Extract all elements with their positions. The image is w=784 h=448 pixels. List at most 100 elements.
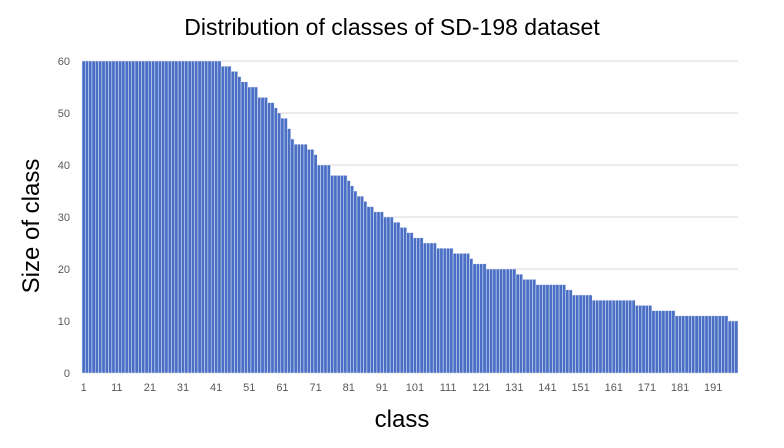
bar-44 — [224, 65, 229, 374]
bar-148 — [568, 289, 573, 374]
bar-102 — [416, 237, 421, 374]
bar-111 — [446, 247, 451, 374]
bar-8 — [104, 60, 109, 374]
bar-61 — [280, 117, 285, 374]
bar-84 — [356, 195, 361, 374]
bar-171 — [644, 305, 649, 374]
bar-40 — [210, 60, 215, 374]
x-tick-label: 161 — [605, 382, 623, 394]
bar-190 — [707, 315, 712, 374]
bar-7 — [101, 60, 106, 374]
y-tick-label: 60 — [58, 56, 70, 68]
bar-89 — [373, 211, 378, 374]
bar-81 — [346, 180, 351, 374]
bar-168 — [635, 305, 639, 374]
bar-167 — [631, 299, 636, 374]
bar-94 — [389, 216, 394, 374]
bar-5 — [95, 60, 99, 374]
bar-87 — [366, 206, 371, 374]
bar-93 — [386, 216, 391, 374]
bar-14 — [124, 60, 129, 374]
bar-191 — [711, 315, 716, 374]
bar-198 — [734, 320, 739, 374]
bar-9 — [108, 60, 113, 374]
bar-60 — [277, 112, 282, 374]
bar-6 — [98, 60, 103, 374]
bar-144 — [555, 284, 560, 374]
bar-64 — [290, 138, 295, 374]
bar-157 — [598, 299, 603, 374]
bar-112 — [449, 247, 454, 374]
bar-45 — [227, 65, 232, 374]
bar-193 — [717, 315, 722, 374]
bar-138 — [535, 284, 540, 374]
y-tick-label: 0 — [64, 368, 70, 380]
bar-15 — [128, 60, 132, 374]
x-tick-label: 71 — [309, 382, 321, 394]
bar-197 — [731, 320, 735, 374]
x-tick-label: 11 — [111, 382, 122, 394]
bar-99 — [406, 232, 411, 374]
bar-49 — [240, 81, 245, 374]
x-tick-label: 131 — [505, 382, 523, 394]
bar-130 — [509, 268, 513, 374]
bar-39 — [207, 60, 212, 374]
bar-129 — [505, 268, 510, 374]
x-tick-labels: 1 11 21 31 41 51 61 71 81 91 101 111 121 131 141 151 161… — [81, 382, 723, 394]
bar-151 — [578, 294, 583, 374]
bar-105 — [426, 242, 431, 374]
bar-174 — [654, 310, 659, 374]
bar-161 — [611, 299, 616, 374]
y-tick-labels: 0 10 20 30 40 50 60 — [58, 56, 70, 380]
bar-90 — [376, 211, 381, 374]
bar-22 — [151, 60, 156, 374]
bar-119 — [472, 263, 477, 374]
bar-143 — [552, 284, 557, 374]
bar-147 — [565, 289, 570, 374]
bar-80 — [343, 175, 348, 374]
bar-125 — [492, 268, 497, 374]
bar-189 — [704, 315, 709, 374]
bar-97 — [399, 227, 404, 374]
bar-164 — [621, 299, 626, 374]
bar-100 — [409, 232, 414, 374]
x-tick-label: 141 — [538, 382, 556, 394]
bar-163 — [618, 299, 623, 374]
bar-192 — [714, 315, 719, 374]
bar-155 — [591, 299, 596, 374]
bar-165 — [625, 299, 629, 374]
bar-82 — [350, 185, 354, 374]
y-tick-label: 50 — [58, 108, 70, 120]
bar-117 — [466, 253, 470, 374]
bar-24 — [157, 60, 162, 374]
bar-62 — [283, 117, 288, 374]
bar-54 — [257, 97, 262, 374]
bar-134 — [522, 279, 527, 374]
bar-188 — [701, 315, 706, 374]
bar-103 — [419, 237, 424, 374]
bar-175 — [658, 310, 663, 374]
bar-131 — [512, 268, 517, 374]
bar-75 — [326, 164, 331, 374]
bar-69 — [307, 149, 311, 374]
bar-19 — [141, 60, 146, 374]
bar-32 — [184, 60, 189, 374]
bar-139 — [538, 284, 543, 374]
bar-184 — [688, 315, 692, 374]
bar-4 — [91, 60, 96, 374]
bar-152 — [582, 294, 586, 374]
bar-26 — [164, 60, 169, 374]
bar-177 — [664, 310, 669, 374]
bar-28 — [171, 60, 176, 374]
bar-34 — [191, 60, 195, 374]
bar-42 — [217, 60, 222, 374]
bar-173 — [651, 310, 656, 374]
bar-160 — [608, 299, 613, 374]
bar-83 — [353, 190, 358, 374]
bar-113 — [452, 253, 457, 374]
bar-72 — [316, 164, 321, 374]
bar-107 — [432, 242, 437, 374]
bar-88 — [369, 206, 374, 374]
bar-182 — [681, 315, 686, 374]
